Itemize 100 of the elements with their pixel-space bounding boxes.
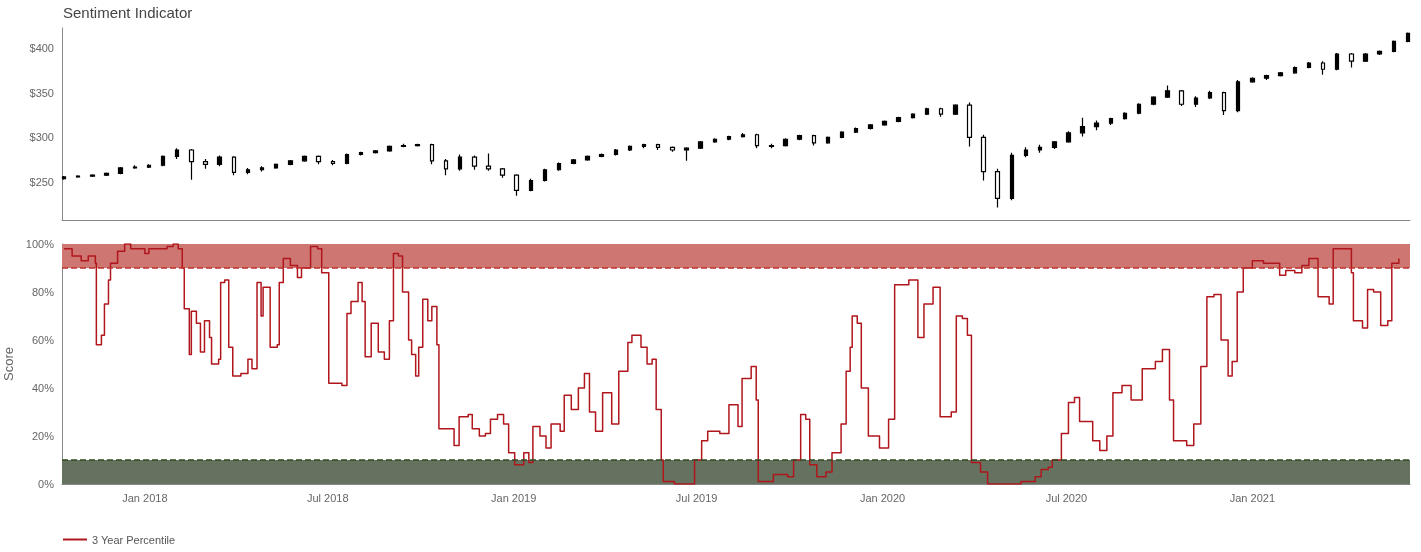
candlestick <box>697 140 704 150</box>
candlestick <box>414 143 421 148</box>
candlestick <box>980 134 987 182</box>
candlestick <box>895 116 902 123</box>
candlestick <box>811 134 817 147</box>
x-tick-label: Jul 2020 <box>1045 491 1088 504</box>
candlestick <box>485 153 492 172</box>
candlestick <box>245 167 251 175</box>
candlestick <box>160 154 166 167</box>
candlestick <box>1051 140 1058 150</box>
y-axis-title: Score <box>0 347 16 381</box>
candlestick <box>924 107 930 116</box>
y-tick-label: 60% <box>31 334 55 346</box>
candlestick <box>740 132 746 139</box>
y-tick-label: 100% <box>25 238 55 250</box>
candlestick <box>1376 49 1383 56</box>
candlestick <box>61 175 67 181</box>
candlestick <box>1037 144 1043 154</box>
candlestick <box>839 130 845 139</box>
candlestick <box>330 159 336 166</box>
y-tick-label: $400 <box>29 41 54 54</box>
candlestick <box>1235 79 1241 113</box>
candlestick <box>1263 74 1270 81</box>
y-tick-label: $300 <box>29 131 54 144</box>
candlestick <box>910 112 916 120</box>
y-tick-label: 40% <box>31 382 55 394</box>
candlestick <box>372 149 379 155</box>
x-tick-label: Jan 2019 <box>491 491 537 504</box>
candlestick <box>1178 89 1185 107</box>
candlestick <box>867 123 874 130</box>
candlestick <box>1193 95 1199 108</box>
candlestick <box>782 137 789 148</box>
candlestick <box>966 101 973 148</box>
candlestick <box>1122 111 1128 121</box>
candlestick <box>117 166 124 175</box>
candlestick <box>726 135 732 141</box>
y-tick-label: 20% <box>31 430 55 442</box>
candlestick <box>1348 52 1355 69</box>
x-tick-label: Jul 2018 <box>306 491 349 504</box>
x-tick-label: Jan 2018 <box>122 491 168 504</box>
candlestick <box>1009 152 1015 201</box>
candlestick <box>1164 84 1171 99</box>
candlestick <box>386 144 393 153</box>
candlestick <box>1207 90 1213 100</box>
candlestick <box>231 155 237 176</box>
candlestick <box>1065 130 1072 144</box>
candlestick <box>1334 52 1340 71</box>
candlestick <box>287 159 294 166</box>
candlestick <box>613 148 619 156</box>
y-tick-label: $250 <box>29 176 54 189</box>
candlestick <box>202 158 209 170</box>
candlestick <box>796 134 803 141</box>
candlestick <box>881 119 888 127</box>
candlestick <box>1391 39 1397 53</box>
candlestick <box>89 173 96 178</box>
candlestick <box>259 165 265 173</box>
candlestick <box>655 143 661 151</box>
candlestick <box>853 126 859 134</box>
candlestick <box>443 158 449 176</box>
candlestick <box>1292 65 1298 75</box>
candlestick <box>344 153 350 165</box>
candlestick <box>570 158 577 165</box>
candlestick <box>669 145 676 153</box>
candlestick <box>429 143 435 165</box>
candlestick <box>1362 52 1369 63</box>
candlestick <box>1023 146 1029 158</box>
candlestick <box>513 173 520 197</box>
candlestick <box>358 151 364 156</box>
candlestick <box>556 161 562 172</box>
candlestick <box>1277 71 1284 78</box>
candlestick <box>103 171 110 177</box>
candlestick <box>1093 119 1100 131</box>
chart-title: Sentiment Indicator <box>63 4 193 21</box>
candlestick <box>75 174 81 179</box>
candlestick <box>1150 95 1157 106</box>
candlestick <box>825 135 831 145</box>
candlestick <box>499 167 506 179</box>
candlestick <box>273 162 279 170</box>
candlestick <box>768 143 775 149</box>
candlestick <box>584 154 591 162</box>
candlestick <box>188 148 195 181</box>
candlestick <box>1306 61 1312 69</box>
candlestick <box>598 153 605 158</box>
candlestick <box>400 143 407 148</box>
x-tick-label: Jul 2019 <box>675 491 718 504</box>
candlestick <box>938 107 944 118</box>
candlestick <box>146 163 152 169</box>
candlestick <box>1320 60 1326 76</box>
candlestick <box>315 154 322 165</box>
candlestick <box>1221 91 1227 116</box>
candlestick <box>952 103 959 116</box>
candlestick <box>683 146 690 162</box>
y-tick-label: 80% <box>31 286 55 298</box>
candlestick <box>457 153 463 172</box>
candlestick <box>1079 117 1086 138</box>
candlestick <box>542 168 548 183</box>
candlestick <box>174 147 180 160</box>
candlestick <box>712 137 718 144</box>
legend-label: 3 Year Percentile <box>92 533 176 546</box>
candlestick <box>1405 31 1411 43</box>
